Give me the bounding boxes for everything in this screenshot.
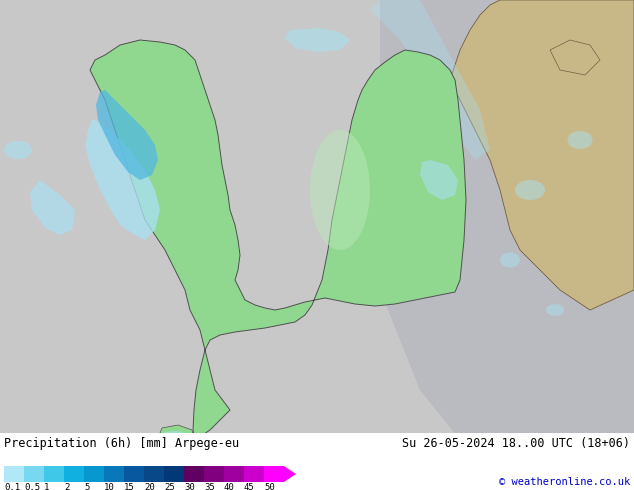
Ellipse shape [515,180,545,200]
Text: 5: 5 [84,483,89,490]
Bar [84,466,104,482]
Text: 10: 10 [104,483,115,490]
Text: 40: 40 [224,483,235,490]
Bar [4,466,24,482]
Bar [44,466,64,482]
Bar [164,466,184,482]
Ellipse shape [546,304,564,316]
Text: 25: 25 [164,483,175,490]
Text: 50: 50 [264,483,275,490]
Text: 2: 2 [64,483,69,490]
Bar [204,466,224,482]
Text: 1: 1 [44,483,49,490]
Text: 20: 20 [144,483,155,490]
Ellipse shape [310,130,370,250]
Text: 30: 30 [184,483,195,490]
Polygon shape [85,120,160,240]
Text: 35: 35 [204,483,215,490]
Polygon shape [420,160,458,200]
Text: 0.1: 0.1 [4,483,20,490]
Polygon shape [96,90,158,180]
Ellipse shape [157,431,193,449]
Bar [124,466,144,482]
Polygon shape [550,40,600,75]
Polygon shape [370,0,490,160]
Text: © weatheronline.co.uk: © weatheronline.co.uk [499,477,630,487]
Bar [184,466,204,482]
Bar [64,466,84,482]
Text: Su 26-05-2024 18..00 UTC (18+06): Su 26-05-2024 18..00 UTC (18+06) [402,437,630,450]
Polygon shape [450,0,634,310]
Polygon shape [285,28,350,52]
Text: Precipitation (6h) [mm] Arpege-eu: Precipitation (6h) [mm] Arpege-eu [4,437,239,450]
Bar [224,466,244,482]
Bar [24,466,44,482]
Polygon shape [30,180,75,235]
Text: 0.5: 0.5 [24,483,40,490]
Bar [144,466,164,482]
Bar [0,433,634,490]
Text: 15: 15 [124,483,135,490]
Polygon shape [158,425,195,448]
Text: 45: 45 [244,483,255,490]
Bar [264,466,284,482]
Polygon shape [380,0,634,490]
Bar [104,466,124,482]
Polygon shape [284,466,296,482]
Ellipse shape [4,141,32,159]
Polygon shape [90,40,466,440]
Bar [244,466,264,482]
Ellipse shape [567,131,593,149]
Ellipse shape [500,252,520,268]
